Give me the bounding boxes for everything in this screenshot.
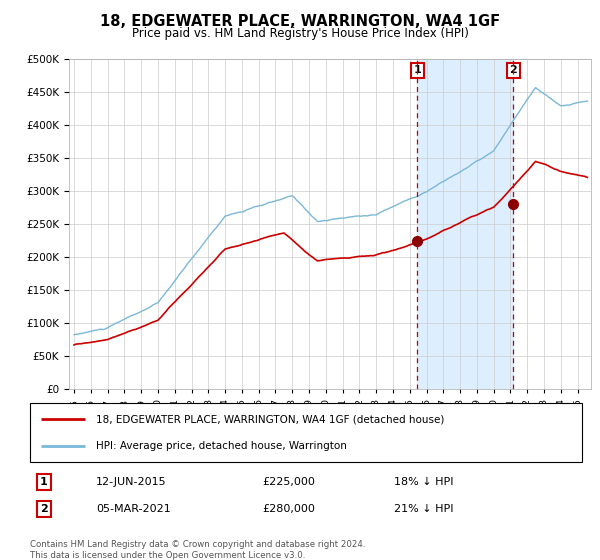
Text: 21% ↓ HPI: 21% ↓ HPI — [394, 504, 454, 514]
Text: 1: 1 — [40, 477, 47, 487]
Text: 05-MAR-2021: 05-MAR-2021 — [96, 504, 171, 514]
Text: Contains HM Land Registry data © Crown copyright and database right 2024.: Contains HM Land Registry data © Crown c… — [30, 540, 365, 549]
Text: HPI: Average price, detached house, Warrington: HPI: Average price, detached house, Warr… — [96, 441, 347, 451]
Bar — [417, 59, 513, 389]
Text: 2: 2 — [509, 66, 517, 76]
Text: This data is licensed under the Open Government Licence v3.0.: This data is licensed under the Open Gov… — [30, 551, 305, 560]
Text: £225,000: £225,000 — [262, 477, 315, 487]
Text: 18% ↓ HPI: 18% ↓ HPI — [394, 477, 454, 487]
Text: 2: 2 — [40, 504, 47, 514]
Text: 12-JUN-2015: 12-JUN-2015 — [96, 477, 167, 487]
FancyBboxPatch shape — [30, 403, 582, 462]
Text: 18, EDGEWATER PLACE, WARRINGTON, WA4 1GF: 18, EDGEWATER PLACE, WARRINGTON, WA4 1GF — [100, 14, 500, 29]
Text: £280,000: £280,000 — [262, 504, 315, 514]
Text: Price paid vs. HM Land Registry's House Price Index (HPI): Price paid vs. HM Land Registry's House … — [131, 27, 469, 40]
Text: 1: 1 — [413, 66, 421, 76]
Text: 18, EDGEWATER PLACE, WARRINGTON, WA4 1GF (detached house): 18, EDGEWATER PLACE, WARRINGTON, WA4 1GF… — [96, 414, 445, 424]
